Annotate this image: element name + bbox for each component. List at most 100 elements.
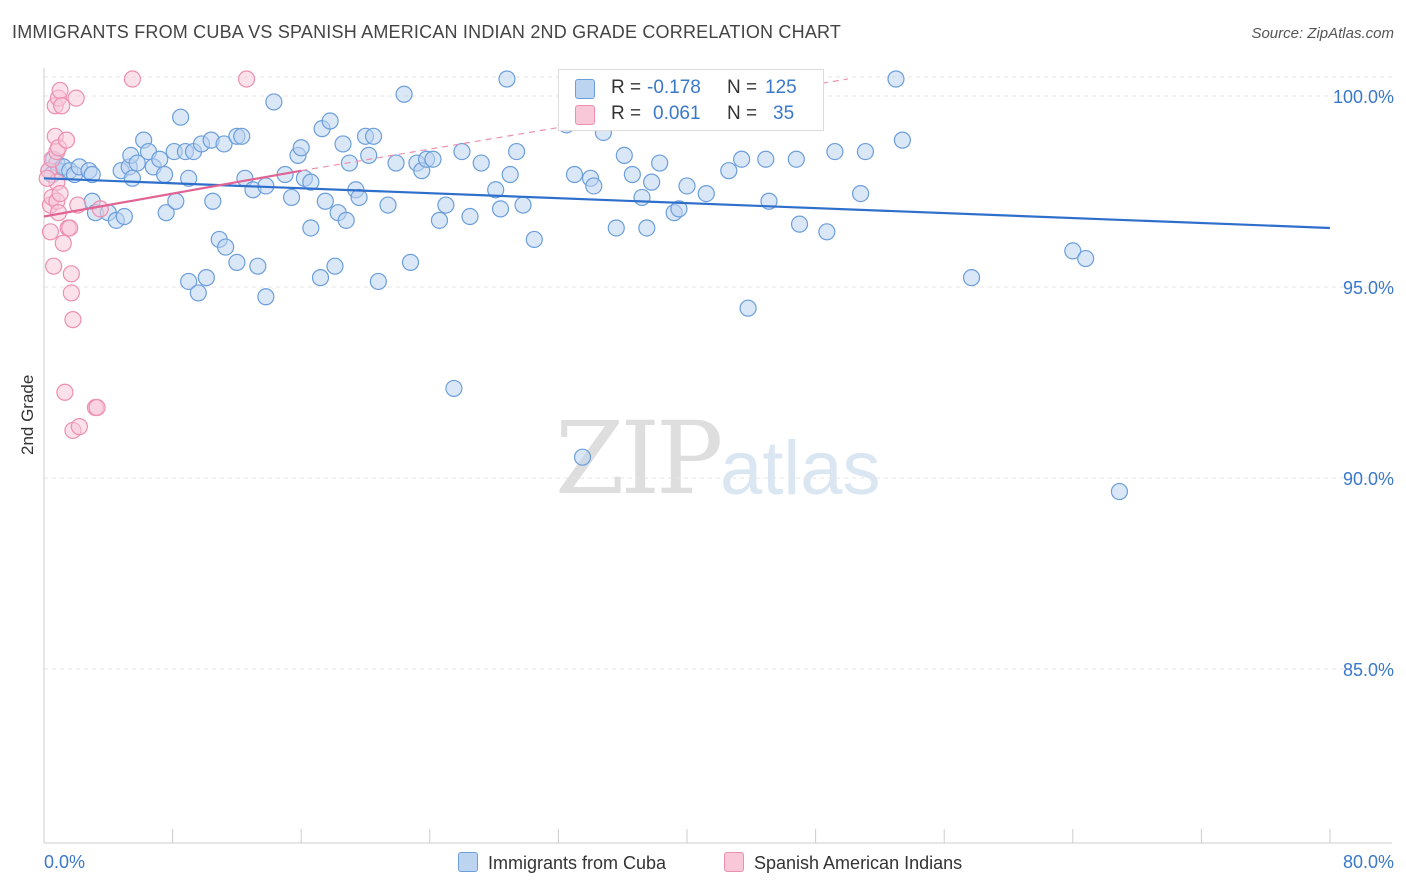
data-point-cuba <box>265 93 283 111</box>
data-point-cuba <box>424 150 442 168</box>
trend-line-cuba <box>43 177 1331 230</box>
y-axis-label: 2nd Grade <box>18 374 37 455</box>
data-point-cuba <box>607 219 625 237</box>
data-point-sai <box>67 89 85 107</box>
data-point-cuba <box>257 288 275 306</box>
data-point-cuba <box>790 215 809 233</box>
data-point-cuba <box>172 108 190 126</box>
data-point-cuba <box>233 127 251 145</box>
data-point-cuba <box>962 269 981 287</box>
data-point-sai <box>41 223 60 241</box>
data-point-cuba <box>445 379 463 398</box>
y-tick-label: 95.0% <box>1342 278 1394 298</box>
data-point-cuba <box>1077 249 1095 268</box>
data-point-cuba <box>472 154 490 172</box>
data-point-cuba <box>401 253 420 271</box>
data-point-cuba <box>678 177 696 195</box>
data-point-cuba <box>437 196 455 214</box>
legend-item-cuba[interactable]: Immigrants from Cuba <box>458 852 666 874</box>
data-point-sai <box>91 200 109 218</box>
data-point-cuba <box>282 188 301 207</box>
data-point-cuba <box>757 150 775 168</box>
sai-swatch <box>575 105 595 125</box>
data-point-cuba <box>1110 482 1129 501</box>
data-point-cuba <box>123 169 142 187</box>
data-point-sai <box>88 398 106 417</box>
r-label: R = <box>611 77 642 98</box>
series-sai-points <box>38 70 256 440</box>
data-point-cuba <box>228 253 246 271</box>
n-label: N = <box>727 77 758 98</box>
data-point-cuba <box>573 448 592 466</box>
data-point-sai <box>62 284 80 302</box>
data-point-cuba <box>369 272 387 291</box>
data-point-cuba <box>856 142 875 161</box>
data-point-cuba <box>217 238 235 256</box>
data-point-sai <box>70 418 88 436</box>
n-label: N = <box>727 103 758 124</box>
data-point-sai <box>45 257 63 275</box>
data-point-sai <box>62 265 80 283</box>
r-label: R = <box>611 103 642 124</box>
data-point-sai <box>51 185 69 203</box>
data-point-cuba <box>508 142 526 161</box>
data-point-cuba <box>430 211 449 229</box>
data-point-cuba <box>565 165 584 184</box>
data-point-cuba <box>115 207 133 226</box>
data-point-cuba <box>337 211 355 229</box>
legend-label-sai: Spanish American Indians <box>754 853 963 873</box>
data-point-cuba <box>787 150 805 168</box>
data-point-cuba <box>364 127 383 145</box>
series-cuba-points <box>40 70 1129 501</box>
data-point-cuba <box>387 154 405 172</box>
data-point-cuba <box>189 284 207 302</box>
data-point-cuba <box>720 162 738 180</box>
data-point-cuba <box>197 269 215 287</box>
data-point-sai <box>237 70 256 88</box>
watermark-atlas: atlas <box>720 426 881 511</box>
data-point-cuba <box>501 165 519 184</box>
data-point-cuba <box>525 230 543 249</box>
data-point-sai <box>54 234 72 252</box>
data-point-cuba <box>697 185 715 203</box>
data-point-cuba <box>638 219 656 237</box>
data-point-cuba <box>670 200 688 218</box>
data-point-cuba <box>453 142 471 161</box>
data-point-cuba <box>326 257 344 275</box>
data-point-sai <box>56 383 74 401</box>
data-point-sai <box>123 70 142 88</box>
legend-item-sai[interactable]: Spanish American Indians <box>724 852 962 874</box>
data-point-cuba <box>893 131 912 149</box>
data-point-cuba <box>360 146 378 164</box>
data-point-cuba <box>316 192 334 210</box>
y-tick-label: 85.0% <box>1342 660 1394 680</box>
sai-legend-swatch <box>724 852 744 872</box>
source-label: Source: ZipAtlas.com <box>1251 25 1394 42</box>
data-point-cuba <box>302 173 320 191</box>
cuba-n-value: 125 <box>765 77 797 98</box>
trend-line-sai <box>43 169 302 218</box>
data-point-cuba <box>292 139 310 157</box>
data-point-cuba <box>83 165 101 184</box>
data-point-sai <box>57 131 76 149</box>
data-point-cuba <box>155 165 174 184</box>
data-point-cuba <box>818 223 836 241</box>
data-point-cuba <box>643 173 661 191</box>
data-point-cuba <box>615 146 633 164</box>
data-point-cuba <box>379 196 397 214</box>
x-tick-label-max: 80.0% <box>1342 852 1394 872</box>
y-tick-label: 90.0% <box>1342 469 1394 489</box>
data-point-cuba <box>350 188 368 207</box>
sai-r-value: 0.061 <box>653 103 701 124</box>
data-point-cuba <box>887 70 905 88</box>
data-point-cuba <box>498 70 516 88</box>
x-tick-label-min: 0.0% <box>44 852 86 872</box>
data-point-sai <box>51 81 69 100</box>
data-point-cuba <box>215 135 233 153</box>
data-point-cuba <box>1064 242 1082 260</box>
sai-n-value: 35 <box>773 103 795 124</box>
data-point-cuba <box>204 192 222 210</box>
cuba-r-value: -0.178 <box>647 77 701 98</box>
legend-label-cuba: Immigrants from Cuba <box>488 853 667 873</box>
